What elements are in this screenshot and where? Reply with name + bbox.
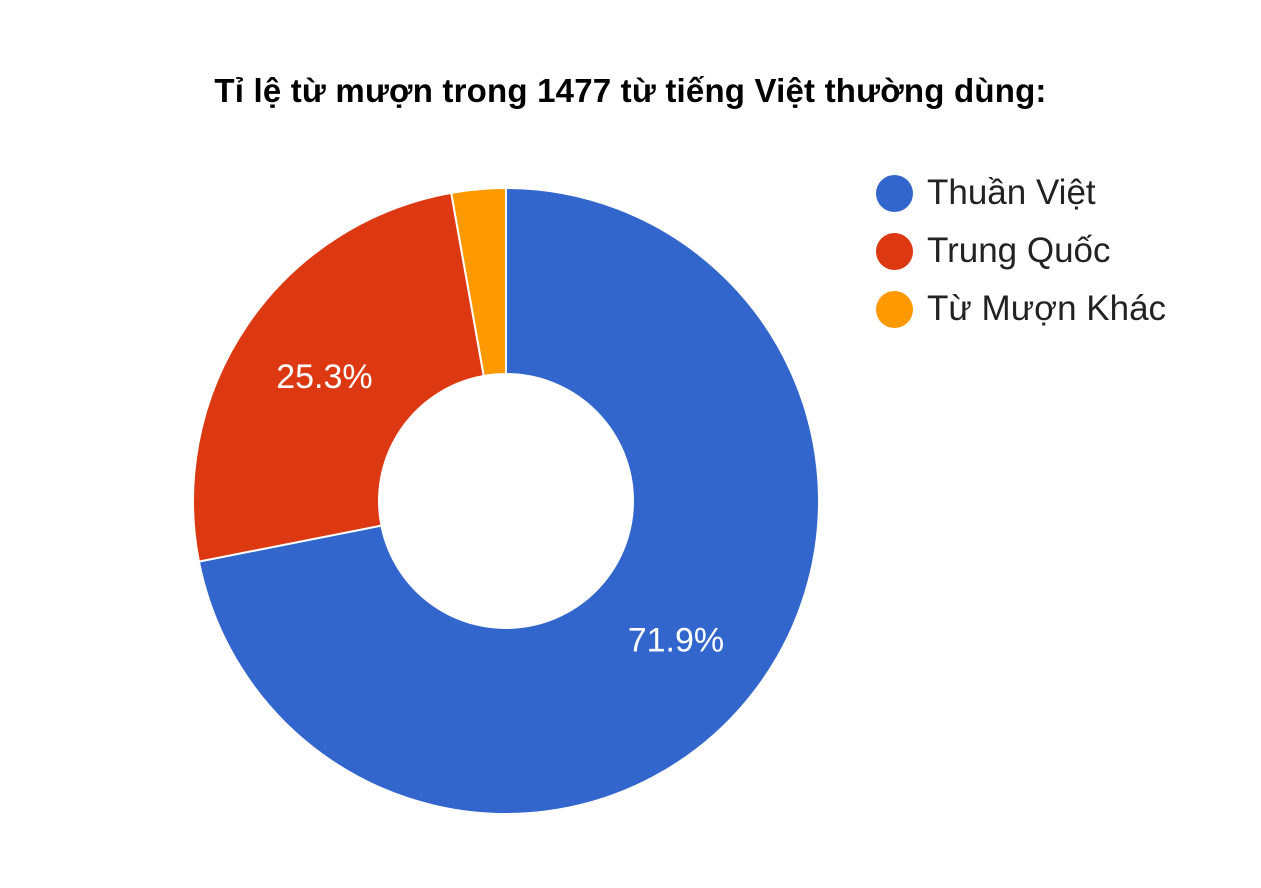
- legend-label-thuan-viet: Thuần Việt: [927, 173, 1096, 212]
- legend-item-tu-muon-khac[interactable]: Từ Mượn Khác: [876, 280, 1166, 338]
- slice-tu-muon-khac[interactable]: [450, 186, 507, 378]
- legend-label-trung-quoc: Trung Quốc: [927, 231, 1111, 270]
- slice-label-thuan-viet: 71.9%: [628, 622, 724, 660]
- legend-item-thuan-viet[interactable]: Thuần Việt: [876, 164, 1166, 222]
- legend-label-tu-muon-khac: Từ Mượn Khác: [927, 289, 1167, 328]
- legend: Thuần Việt Trung Quốc Từ Mượn Khác: [876, 164, 1166, 338]
- slice-trung-quoc[interactable]: [192, 191, 485, 563]
- slice-thuan-viet[interactable]: [197, 186, 820, 815]
- chart-title: Tỉ lệ từ mượn trong 1477 từ tiếng Việt t…: [214, 72, 1047, 109]
- legend-item-trung-quoc[interactable]: Trung Quốc: [876, 222, 1166, 280]
- legend-swatch-trung-quoc: [876, 232, 913, 270]
- legend-swatch-tu-muon-khac: [876, 290, 913, 328]
- slice-label-trung-quoc: 25.3%: [276, 358, 372, 396]
- legend-swatch-thuan-viet: [876, 174, 913, 212]
